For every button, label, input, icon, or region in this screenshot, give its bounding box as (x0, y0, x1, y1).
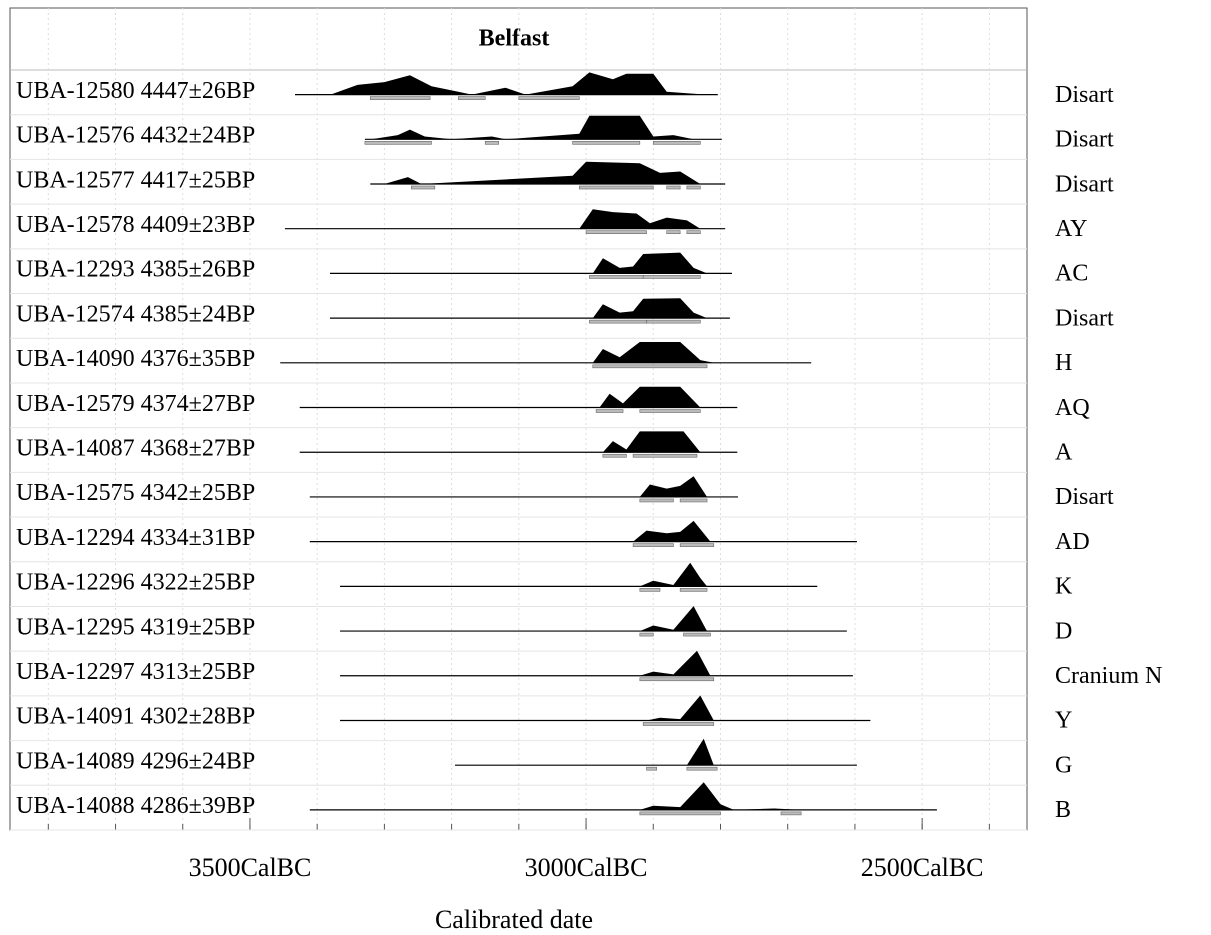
context-label: A (1055, 440, 1073, 466)
row-label: UBA-12575 4342±25BP (16, 480, 255, 506)
context-label: Cranium N (1055, 663, 1162, 689)
probability-distribution (371, 115, 694, 140)
hpd-range (639, 588, 661, 592)
row-label: UBA-12294 4334±31BP (16, 525, 255, 551)
row-label: UBA-12574 4385±24BP (16, 301, 255, 327)
chart-title: Belfast (479, 26, 550, 52)
probability-distribution (639, 562, 707, 587)
hpd-range (666, 185, 681, 190)
hpd-range (686, 766, 718, 771)
hpd-range (410, 185, 436, 190)
row-label: UBA-12296 4322±25BP (16, 570, 255, 596)
probability-distribution (579, 209, 701, 229)
hpd-range (686, 230, 701, 235)
row-label: UBA-14090 4376±35BP (16, 346, 255, 372)
hpd-range (602, 453, 627, 458)
hpd-range (679, 543, 715, 547)
probability-distribution (686, 738, 714, 766)
context-label: AC (1055, 261, 1088, 287)
probability-distribution (646, 695, 714, 721)
context-label: K (1055, 574, 1073, 600)
row-label: UBA-12293 4385±26BP (16, 257, 255, 283)
row-label: UBA-12579 4374±27BP (16, 391, 255, 417)
hpd-range (679, 588, 708, 592)
hpd-range (484, 140, 499, 145)
hpd-range (639, 498, 674, 503)
hpd-range (686, 185, 701, 190)
context-label: Disart (1055, 484, 1114, 510)
context-label: Disart (1055, 82, 1114, 108)
context-label: B (1055, 797, 1071, 823)
hpd-range (642, 275, 701, 279)
context-label: Disart (1055, 171, 1114, 197)
row-label: UBA-12576 4432±24BP (16, 123, 255, 149)
hpd-range (666, 230, 681, 235)
row-label: UBA-12580 4447±26BP (16, 78, 255, 104)
x-tick-label: 2500CalBC (861, 853, 984, 882)
context-label: G (1055, 752, 1072, 778)
x-tick-label: 3000CalBC (525, 853, 648, 882)
probability-distribution (639, 650, 711, 676)
probability-distribution (592, 298, 707, 319)
probability-distribution (599, 386, 701, 408)
probability-distribution (384, 161, 701, 184)
probability-distribution (330, 72, 707, 95)
hpd-range (579, 185, 654, 190)
probability-distribution (592, 252, 707, 274)
hpd-range (595, 409, 624, 413)
hpd-range (639, 632, 654, 637)
probability-distribution (602, 431, 701, 453)
context-label: Disart (1055, 305, 1114, 331)
hpd-range (369, 96, 431, 100)
context-label: AQ (1055, 395, 1090, 421)
hpd-range (632, 453, 698, 458)
row-label: UBA-14088 4286±39BP (16, 793, 255, 819)
hpd-range (585, 230, 647, 235)
context-label: H (1055, 350, 1072, 376)
row-label: UBA-12295 4319±25BP (16, 614, 255, 640)
hpd-range (642, 722, 715, 726)
hpd-range (652, 140, 701, 145)
hpd-range (458, 96, 486, 100)
x-axis-label: Calibrated date (435, 905, 593, 934)
hpd-range (632, 543, 674, 547)
hpd-range (646, 766, 657, 771)
hpd-range (639, 409, 701, 413)
hpd-range (679, 498, 708, 503)
row-label: UBA-12577 4417±25BP (16, 167, 255, 193)
probability-distribution (592, 342, 714, 363)
probability-distribution (639, 606, 707, 632)
hpd-range (592, 364, 708, 369)
probability-distribution (633, 520, 711, 542)
hpd-range (589, 319, 647, 324)
row-label: UBA-12297 4313±25BP (16, 659, 255, 685)
row-label: UBA-14091 4302±28BP (16, 704, 255, 730)
probability-distribution (639, 782, 802, 810)
row-label: UBA-14089 4296±24BP (16, 748, 255, 774)
hpd-range (572, 140, 641, 145)
hpd-range (639, 677, 715, 682)
hpd-range (589, 275, 644, 279)
hpd-range (683, 632, 711, 637)
x-tick-label: 3500CalBC (189, 853, 312, 882)
context-label: AD (1055, 529, 1090, 555)
hpd-range (780, 811, 802, 816)
probability-distribution (639, 476, 707, 497)
row-label: UBA-12578 4409±23BP (16, 212, 255, 238)
context-label: Disart (1055, 127, 1114, 153)
hpd-range (639, 811, 721, 816)
context-label: Y (1055, 708, 1072, 734)
hpd-range (646, 319, 701, 324)
hpd-range (364, 140, 432, 145)
row-label: UBA-14087 4368±27BP (16, 436, 255, 462)
hpd-range (518, 96, 580, 100)
context-label: D (1055, 618, 1072, 644)
context-label: AY (1055, 216, 1087, 242)
